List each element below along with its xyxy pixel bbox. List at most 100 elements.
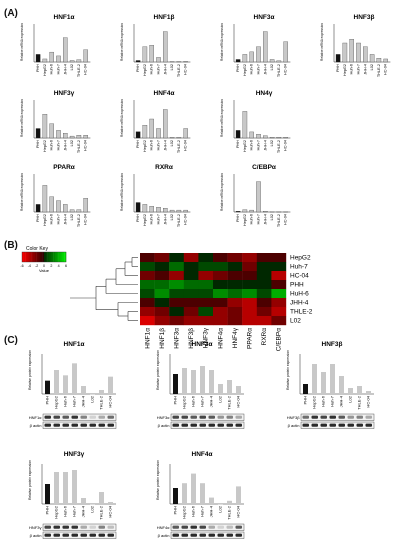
blot-band bbox=[80, 525, 87, 529]
color-key-swatch bbox=[29, 252, 32, 262]
bar bbox=[69, 209, 75, 213]
color-key-title: Color Key bbox=[26, 246, 48, 252]
blot-actin-label: β actin bbox=[158, 533, 170, 538]
color-key-tick: 2 bbox=[50, 264, 52, 268]
tick-label: HC-04 bbox=[108, 505, 113, 517]
tick-label: Huh-6 bbox=[50, 140, 54, 150]
color-key-value-label: Value bbox=[39, 268, 50, 273]
color-key-swatch bbox=[27, 252, 30, 262]
heatmap-cell bbox=[183, 298, 199, 308]
actin-band bbox=[71, 533, 78, 537]
bar bbox=[76, 209, 82, 213]
tick-label: HC-04 bbox=[184, 214, 188, 225]
bar bbox=[235, 59, 241, 63]
heatmap-cell bbox=[242, 280, 257, 290]
tick-label: Huh-7 bbox=[72, 505, 77, 517]
tick-label: L02 bbox=[70, 214, 74, 220]
blot-band bbox=[98, 415, 105, 419]
tick-label: JHH-4 bbox=[363, 64, 367, 75]
bar bbox=[330, 364, 335, 394]
color-key-swatch bbox=[44, 252, 47, 262]
tick-label: Huh-6 bbox=[350, 64, 354, 74]
tick-label: HepG2 bbox=[54, 395, 59, 408]
heatmap-cell bbox=[169, 253, 184, 263]
heatmap-col-label: HNF3γ bbox=[203, 327, 210, 348]
blot-band bbox=[53, 525, 60, 529]
protein-chart: HNF1α Relative protein expression PHH HepG2… bbox=[28, 341, 117, 429]
bar bbox=[156, 57, 161, 63]
blot-protein-label: HNF3α bbox=[157, 415, 170, 420]
heatmap-cell bbox=[198, 280, 214, 290]
heatmap-cell bbox=[198, 316, 214, 326]
blot-band bbox=[107, 525, 114, 529]
tick-label: Huh-6 bbox=[191, 395, 196, 407]
chart-title: C/EBPα bbox=[252, 164, 276, 171]
bar bbox=[135, 131, 141, 139]
tick-label: JHH-4 bbox=[209, 505, 214, 517]
bar bbox=[99, 492, 104, 504]
bar bbox=[63, 133, 68, 139]
color-key-swatch bbox=[38, 252, 41, 262]
tick-label: THLE-2 bbox=[177, 214, 181, 227]
blot-band bbox=[53, 415, 60, 419]
blot-actin-label: β actin bbox=[288, 423, 300, 428]
color-key-swatch bbox=[22, 252, 25, 262]
bar bbox=[283, 137, 288, 139]
bar bbox=[249, 209, 254, 213]
protein-chart: HNF3α Relative protein expression PHH HepG2… bbox=[156, 341, 245, 429]
blot-protein-label: HNF4α bbox=[157, 525, 170, 530]
bar bbox=[236, 386, 241, 394]
actin-band bbox=[208, 423, 215, 427]
actin-band bbox=[98, 533, 105, 537]
blot-band bbox=[190, 525, 197, 529]
bar bbox=[182, 483, 187, 504]
bar bbox=[249, 131, 254, 139]
bar bbox=[176, 137, 182, 139]
chart-title: HN4γ bbox=[256, 90, 273, 97]
tick-label: Huh-6 bbox=[250, 140, 254, 150]
heatmap-cell bbox=[227, 262, 243, 272]
heatmap-cell bbox=[183, 271, 199, 281]
blot-band bbox=[89, 525, 96, 529]
heatmap-cell bbox=[271, 307, 287, 317]
color-key-swatch bbox=[36, 252, 39, 262]
color-key-swatch bbox=[23, 252, 26, 262]
color-key-swatch bbox=[51, 252, 54, 262]
blot-band bbox=[190, 415, 197, 419]
tick-label: THLE-2 bbox=[177, 64, 181, 77]
panel-label-b: (B) bbox=[4, 240, 18, 251]
tick-label: THLE-2 bbox=[277, 64, 281, 77]
color-key-swatch bbox=[60, 252, 63, 262]
heatmap-col-label: HNF1β bbox=[159, 328, 166, 349]
blot-band bbox=[329, 415, 336, 419]
tick-label: THLE-2 bbox=[377, 64, 381, 77]
tick-label: Huh-7 bbox=[257, 214, 261, 224]
color-key-swatch bbox=[25, 252, 28, 262]
color-key-tick: 6 bbox=[65, 264, 67, 268]
blot-actin-label: β actin bbox=[30, 533, 42, 538]
blot-strip-actin bbox=[42, 531, 117, 539]
bar bbox=[163, 208, 168, 213]
heatmap-cell bbox=[271, 253, 287, 263]
tick-label: Huh-7 bbox=[157, 214, 161, 224]
bar bbox=[169, 209, 175, 213]
heatmap-cell bbox=[154, 253, 170, 263]
bar bbox=[321, 372, 326, 394]
tick-label: JHH-4 bbox=[81, 395, 86, 407]
blot-band bbox=[338, 415, 345, 419]
tick-label: THLE-2 bbox=[99, 395, 104, 410]
heatmap-cell bbox=[227, 307, 243, 317]
blot-actin-label: β actin bbox=[158, 423, 170, 428]
bar bbox=[235, 211, 241, 213]
tick-label: HepG2 bbox=[43, 140, 47, 152]
tick-label: JHH-4 bbox=[163, 214, 167, 225]
heatmap-cell bbox=[256, 280, 272, 290]
heatmap-cell bbox=[242, 298, 257, 308]
actin-band bbox=[44, 533, 51, 537]
tick-label: Huh-7 bbox=[357, 64, 361, 74]
tick-label: PHH bbox=[303, 396, 308, 405]
actin-band bbox=[226, 533, 233, 537]
heatmap-cell bbox=[256, 271, 272, 281]
tick-label: THLE-2 bbox=[227, 395, 232, 410]
